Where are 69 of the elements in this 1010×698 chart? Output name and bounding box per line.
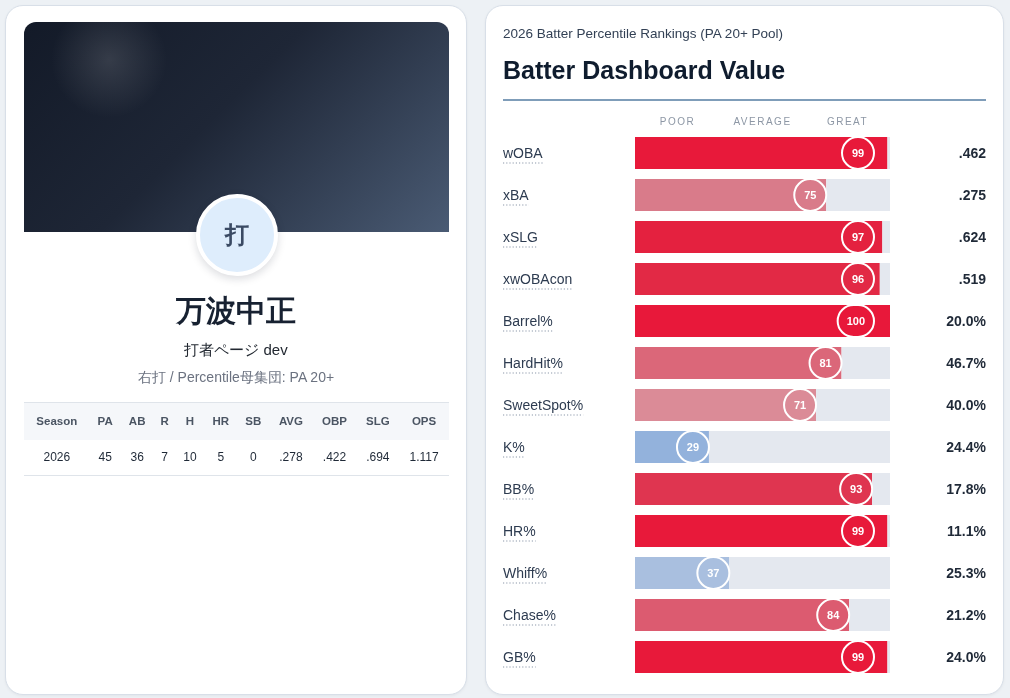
y2-tick-label: .275 — [958, 187, 987, 203]
y-tick-label: Barrel% — [503, 313, 553, 329]
data-label: 29 — [686, 441, 700, 453]
data-label: 84 — [827, 609, 841, 621]
y-tick-label: Whiff% — [503, 565, 548, 581]
text: 万波中正 — [176, 294, 296, 327]
y2-tick-label: 24.0% — [946, 649, 987, 665]
chart-subtitle: 2026 Batter Percentile Rankings (PA 20+ Pool) — [503, 26, 784, 41]
y-tick-label: wOBA — [502, 145, 544, 161]
text: .278 — [279, 450, 303, 465]
y-tick-label: HardHit% — [503, 355, 563, 371]
y2-tick-label: .462 — [958, 145, 987, 161]
y2-tick-label: 17.8% — [946, 481, 987, 497]
y2-tick-label: 20.0% — [946, 313, 987, 329]
category-label: AVG — [278, 415, 303, 428]
y2-tick-label: .519 — [958, 271, 987, 287]
data-label: 37 — [707, 567, 720, 579]
category-label: SLG — [366, 415, 390, 428]
data-label: 97 — [851, 231, 865, 243]
category-label: OBP — [322, 415, 347, 428]
chart-title: Batter Dashboard Value — [503, 56, 786, 84]
data-label: 81 — [819, 357, 832, 369]
text: 10 — [183, 450, 197, 465]
text: .694 — [366, 450, 390, 465]
y-tick-label: HR% — [503, 523, 536, 539]
text: 36 — [130, 450, 144, 465]
y2-tick-label: 24.4% — [946, 439, 987, 455]
y2-tick-label: 40.0% — [946, 397, 987, 413]
y2-tick-label: 46.7% — [946, 355, 987, 371]
category-label: AB — [128, 415, 146, 428]
y-tick-label: xSLG — [503, 229, 539, 245]
y-tick-label: xwOBAcon — [503, 271, 573, 287]
y2-tick-label: 21.2% — [946, 607, 987, 623]
text: 打者ページ dev — [184, 341, 288, 358]
data-label: 75 — [804, 189, 817, 201]
text: 右打 / Percentile母集団: PA 20+ — [137, 369, 335, 385]
category-label: SB — [245, 415, 262, 428]
y-tick-label: BB% — [503, 481, 535, 497]
text: 45 — [98, 450, 112, 465]
text: 2026 — [43, 450, 71, 465]
text: AVERAGE — [733, 116, 792, 127]
y2-tick-label: .624 — [958, 229, 987, 245]
data-label: 99 — [851, 525, 865, 537]
text: GREAT — [826, 116, 869, 127]
text: 5 — [217, 450, 225, 465]
data-label: 71 — [793, 399, 807, 411]
data-label: 100 — [846, 315, 865, 327]
y-tick-label: xBA — [503, 187, 530, 203]
category-label: OPS — [411, 415, 437, 428]
y2-tick-label: 11.1% — [947, 523, 987, 539]
text: .422 — [322, 450, 347, 465]
category-label: H — [185, 415, 195, 428]
category-label: PA — [97, 415, 113, 428]
text: 7 — [161, 450, 168, 465]
text: 1.117 — [409, 450, 439, 465]
y2-tick-label: 25.3% — [946, 565, 987, 581]
data-label: 96 — [851, 273, 865, 285]
category-label: R — [160, 415, 169, 428]
text: 0 — [249, 450, 257, 465]
data-label: 99 — [851, 651, 865, 663]
y-tick-label: GB% — [503, 649, 536, 665]
category-label: Season — [36, 415, 78, 428]
text: POOR — [659, 116, 696, 127]
y-tick-label: SweetSpot% — [503, 397, 584, 413]
data-label: 99 — [851, 147, 865, 159]
data-label: 93 — [850, 483, 863, 495]
category-label: HR — [212, 415, 230, 428]
y-tick-label: Chase% — [503, 607, 556, 623]
y-tick-label: K% — [503, 439, 525, 455]
